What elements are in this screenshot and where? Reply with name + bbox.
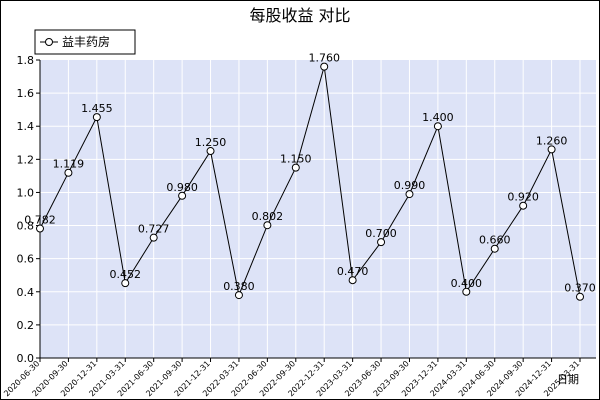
series-polyline: [39, 66, 581, 297]
data-point: [206, 147, 215, 156]
data-point: [519, 201, 528, 210]
data-label: 1.260: [536, 134, 568, 147]
data-labels: 0.782 1.119 1.455 0.452 0.727 0.980 1.250 0.380…: [24, 52, 596, 295]
data-point: [320, 62, 329, 71]
data-point: [547, 145, 556, 154]
y-tick-label: 1.0: [17, 186, 35, 199]
data-label: 0.380: [223, 280, 255, 293]
data-label: 1.455: [81, 102, 113, 115]
legend: 益丰药房: [34, 29, 136, 55]
data-label: 1.760: [308, 52, 340, 65]
data-point: [234, 291, 243, 300]
data-point: [462, 287, 471, 296]
y-tick-label: 0.8: [17, 220, 35, 233]
grid-lines: [40, 60, 596, 358]
y-axis: 0.0 0.2 0.4 0.6 0.8 1.0 1.2 1.4 1.6 1.8: [17, 54, 41, 365]
data-point: [92, 113, 101, 122]
data-label: 0.452: [110, 268, 142, 281]
data-label: 1.400: [422, 111, 454, 124]
y-tick-label: 0.6: [17, 253, 35, 266]
y-tick-label: 0.2: [17, 319, 35, 332]
data-label: 0.920: [507, 191, 539, 204]
x-axis-title: 日期: [557, 373, 579, 386]
data-markers: [36, 62, 584, 301]
legend-entry-label: 益丰药房: [62, 34, 110, 49]
data-point: [405, 190, 414, 199]
chart-title: 每股收益 对比: [249, 6, 350, 25]
y-tick-label: 1.6: [17, 87, 35, 100]
data-label: 0.660: [479, 234, 511, 247]
y-tick-label: 1.2: [17, 153, 35, 166]
legend-marker-icon: [45, 38, 53, 46]
data-point: [291, 163, 300, 172]
y-tick-label: 0.4: [17, 286, 35, 299]
data-point: [121, 279, 130, 288]
data-point: [36, 224, 44, 233]
data-point: [149, 233, 158, 242]
data-label: 0.470: [337, 265, 369, 278]
series-line: [39, 66, 581, 297]
x-axis: 2020-06-302020-09-302020-12-312021-03-31…: [2, 357, 596, 398]
y-tick-label: 0.0: [17, 352, 35, 365]
data-label: 0.990: [394, 179, 426, 192]
data-label: 0.782: [24, 214, 56, 227]
data-point: [377, 238, 386, 247]
data-label: 1.119: [53, 158, 85, 171]
data-point: [263, 221, 272, 230]
data-point: [178, 191, 187, 200]
data-label: 0.727: [138, 223, 170, 236]
data-label: 1.250: [195, 136, 227, 149]
data-label: 0.802: [252, 210, 284, 223]
data-point: [348, 276, 357, 285]
data-point: [433, 122, 442, 131]
data-point: [576, 292, 584, 301]
data-label: 0.700: [365, 227, 397, 240]
data-label: 0.400: [451, 277, 483, 290]
data-label: 0.370: [564, 282, 596, 295]
data-label: 1.150: [280, 153, 312, 166]
data-point: [64, 168, 73, 177]
y-tick-label: 1.4: [17, 120, 35, 133]
plot-area: [40, 60, 596, 358]
data-point: [490, 244, 499, 253]
y-tick-label: 1.8: [17, 54, 35, 67]
data-label: 0.980: [166, 181, 198, 194]
